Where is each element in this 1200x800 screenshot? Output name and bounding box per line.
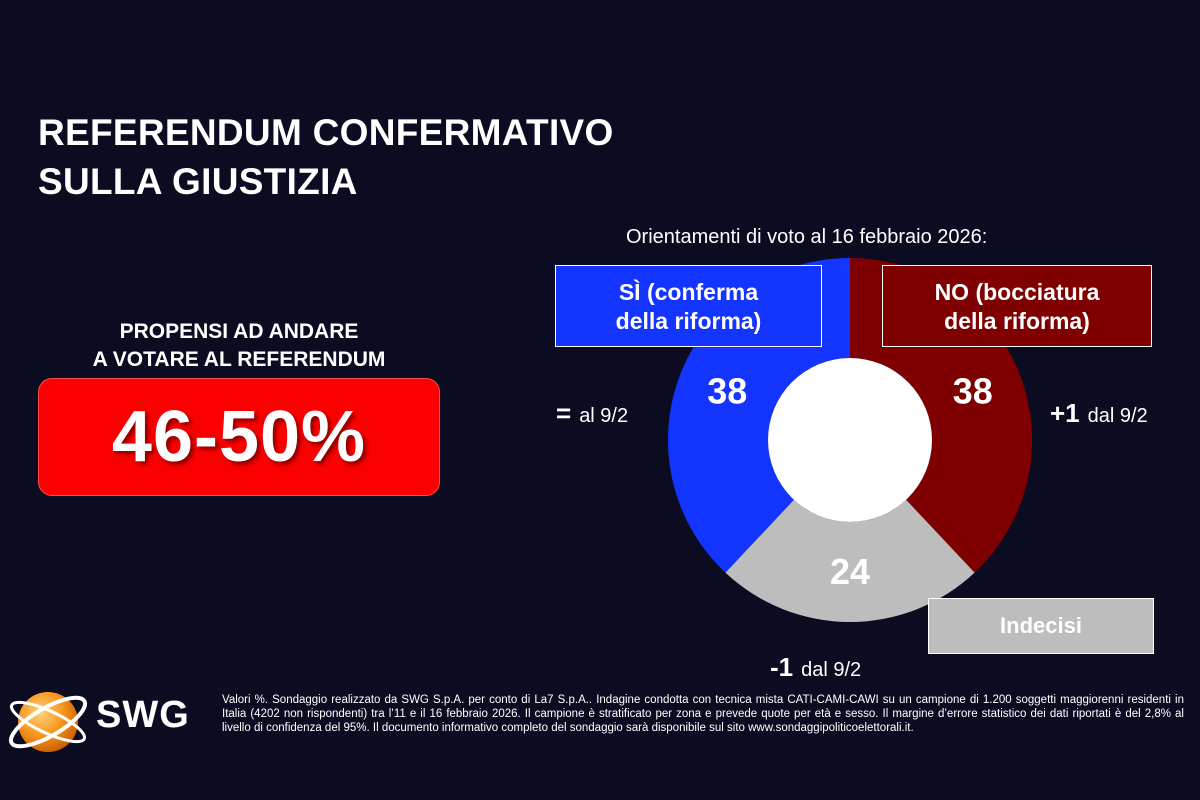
delta-indecisi-sign: -1: [770, 652, 794, 682]
turnout-value: 46-50%: [111, 397, 367, 477]
slice-indecisi: [725, 499, 975, 622]
title-line-2: SULLA GIUSTIZIA: [38, 161, 358, 202]
turnout-label-line-1: PROPENSI AD ANDARE: [119, 320, 359, 343]
delta-indecisi-text: dal 9/2: [801, 659, 862, 681]
value-label-no: 38: [953, 370, 993, 411]
delta-si-text: al 9/2: [579, 405, 629, 427]
footnote: Valori %. Sondaggio realizzato da SWG S.…: [222, 694, 1184, 734]
legend-si-line-1: SÌ (conferma: [618, 279, 759, 305]
legend-no-line-1: NO (bocciatura: [934, 279, 1100, 305]
delta-si-sign: =: [556, 398, 572, 428]
turnout-value-box: 46-50%: [38, 378, 440, 496]
logo-text: SWG: [96, 694, 190, 736]
delta-si: = al 9/2: [556, 398, 628, 429]
title-line-1: REFERENDUM CONFERMATIVO: [38, 112, 614, 153]
delta-no: +1 dal 9/2: [1050, 398, 1148, 429]
value-label-indecisi: 24: [830, 551, 870, 592]
legend-si-line-2: della riforma): [615, 308, 762, 334]
donut-hole: [768, 358, 932, 522]
legend-indecisi-line-1: Indecisi: [1000, 613, 1082, 638]
delta-no-sign: +1: [1050, 398, 1080, 428]
delta-no-text: dal 9/2: [1087, 405, 1148, 427]
legend-indecisi: Indecisi: [928, 598, 1154, 654]
legend-no: NO (bocciatura della riforma): [882, 265, 1152, 347]
legend-si: SÌ (conferma della riforma): [555, 265, 822, 347]
globe-icon: [8, 692, 88, 752]
turnout-label-line-2: A VOTARE AL REFERENDUM: [92, 348, 386, 371]
legend-no-line-2: della riforma): [944, 308, 1090, 334]
page-title: REFERENDUM CONFERMATIVO SULLA GIUSTIZIA: [38, 108, 614, 206]
chart-title: Orientamenti di voto al 16 febbraio 2026…: [626, 226, 988, 248]
turnout-label: PROPENSI AD ANDARE A VOTARE AL REFERENDU…: [38, 318, 440, 374]
delta-indecisi: -1 dal 9/2: [770, 652, 861, 683]
value-label-si: 38: [707, 370, 747, 411]
